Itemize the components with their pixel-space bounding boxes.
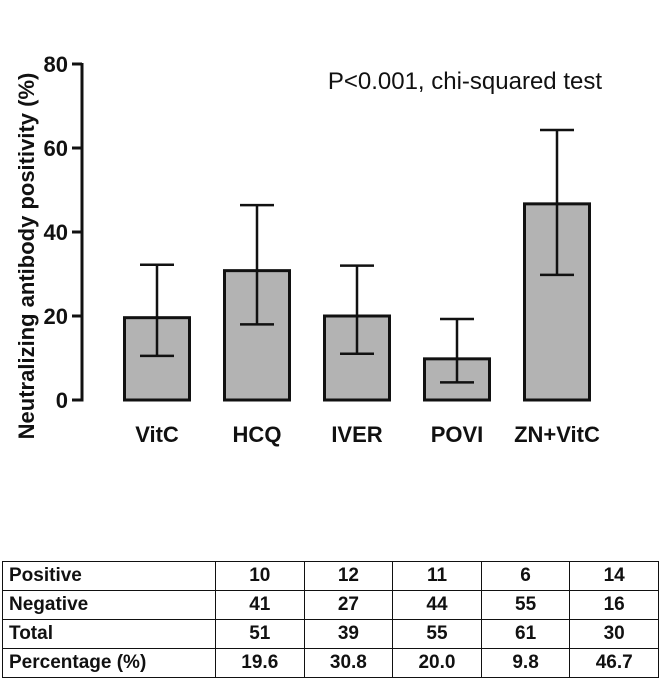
error-bar bbox=[540, 128, 574, 277]
table-cell: 14 bbox=[569, 561, 659, 591]
x-tick-label: HCQ bbox=[233, 422, 282, 447]
table-cell: 30.8 bbox=[303, 648, 394, 678]
y-tick-label: 0 bbox=[56, 388, 68, 413]
table-cell: 39 bbox=[303, 619, 394, 649]
row-label: Negative bbox=[2, 590, 216, 620]
error-bar bbox=[140, 263, 174, 358]
x-tick-label: ZN+VitC bbox=[514, 422, 600, 447]
stat-annotation: P<0.001, chi-squared test bbox=[328, 68, 603, 95]
table-cell: 30 bbox=[569, 619, 659, 649]
table-cell: 51 bbox=[215, 619, 305, 649]
table-cell: 46.7 bbox=[569, 648, 659, 678]
row-label: Percentage (%) bbox=[2, 648, 216, 678]
table-cell: 9.8 bbox=[480, 648, 571, 678]
table-cell: 55 bbox=[480, 590, 571, 620]
data-table: Positive 10 12 11 6 14 Negative 41 27 44 55 16 Total… bbox=[2, 561, 659, 678]
error-bar bbox=[340, 264, 374, 356]
table-cell: 20.0 bbox=[392, 648, 482, 678]
y-axis: 0 20 40 60 80 bbox=[44, 52, 84, 413]
y-tick-label: 40 bbox=[44, 220, 68, 245]
table-cell: 11 bbox=[392, 561, 482, 591]
y-tick-label: 20 bbox=[44, 304, 68, 329]
table-cell: 61 bbox=[480, 619, 571, 649]
table-cell: 55 bbox=[392, 619, 482, 649]
error-bar bbox=[240, 203, 274, 326]
table-row: Negative 41 27 44 55 16 bbox=[2, 590, 659, 620]
x-tick-label: POVI bbox=[431, 422, 484, 447]
table-row: Positive 10 12 11 6 14 bbox=[2, 561, 659, 591]
table-cell: 19.6 bbox=[215, 648, 305, 678]
bar bbox=[523, 202, 591, 402]
y-tick-label: 80 bbox=[44, 52, 68, 77]
x-tick-labels: VitC HCQ IVER POVI ZN+VitC bbox=[135, 422, 600, 447]
x-tick-label: IVER bbox=[331, 422, 382, 447]
table-cell: 6 bbox=[480, 561, 571, 591]
table-cell: 44 bbox=[392, 590, 482, 620]
table-cell: 41 bbox=[215, 590, 305, 620]
table-cell: 27 bbox=[303, 590, 394, 620]
table-row: Total 51 39 55 61 30 bbox=[2, 619, 659, 649]
x-tick-label: VitC bbox=[135, 422, 179, 447]
table-cell: 16 bbox=[569, 590, 659, 620]
table-cell: 10 bbox=[215, 561, 305, 591]
table-cell: 12 bbox=[303, 561, 394, 591]
table-row: Percentage (%) 19.6 30.8 20.0 9.8 46.7 bbox=[2, 648, 659, 678]
bar-chart: 0 20 40 60 80 VitC HCQ IVER POVI ZN+VitC Neutral… bbox=[14, 52, 603, 447]
row-label: Total bbox=[2, 619, 216, 649]
row-label: Positive bbox=[2, 561, 216, 591]
error-bar bbox=[440, 317, 474, 384]
error-bars-layer bbox=[140, 128, 574, 384]
y-axis-label: Neutralizing antibody positivity (%) bbox=[14, 73, 39, 440]
y-tick-label: 60 bbox=[44, 136, 68, 161]
